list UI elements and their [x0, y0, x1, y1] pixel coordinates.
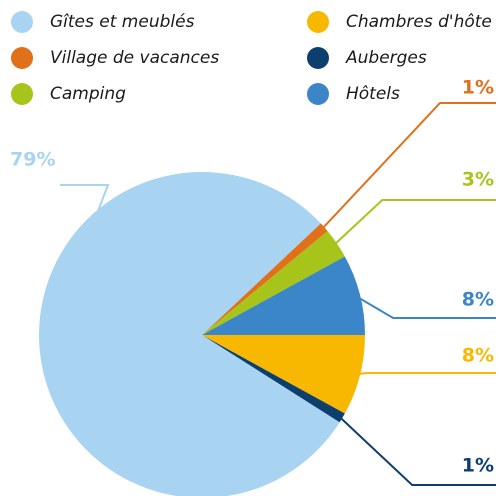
- legend-swatch: [11, 83, 33, 105]
- legend-label: Camping: [50, 84, 126, 104]
- leader-line: [354, 294, 496, 319]
- pie-slice: [39, 172, 340, 496]
- legend-label: Chambres d'hôte: [346, 12, 492, 32]
- value-label: 1%: [462, 77, 494, 99]
- legend-label: Village de vacances: [50, 48, 219, 68]
- value-label: 8%: [462, 345, 494, 367]
- legend-swatch: [307, 11, 329, 33]
- legend-label: Auberges: [345, 48, 427, 68]
- pie-slice: [202, 335, 345, 423]
- legend-swatch: [11, 47, 33, 69]
- value-label: 79%: [10, 149, 55, 171]
- legend-swatch: [307, 83, 329, 105]
- value-label: 3%: [462, 169, 494, 191]
- pie-slice: [202, 223, 328, 335]
- legend-label: Hôtels: [346, 84, 400, 104]
- value-label: 1%: [462, 455, 494, 477]
- legend-label: Gîtes et meublés: [50, 12, 195, 32]
- leader-line: [337, 414, 496, 486]
- leader-line: [332, 199, 496, 247]
- pie-slice: [202, 231, 345, 335]
- leader-line: [43, 184, 110, 351]
- leader-line: [319, 102, 496, 232]
- legend-swatch: [11, 11, 33, 33]
- leader-line: [355, 372, 496, 376]
- pie-slice: [202, 256, 365, 335]
- value-label: 8%: [462, 289, 494, 311]
- pie-slice: [202, 335, 365, 414]
- legend-swatch: [307, 47, 329, 69]
